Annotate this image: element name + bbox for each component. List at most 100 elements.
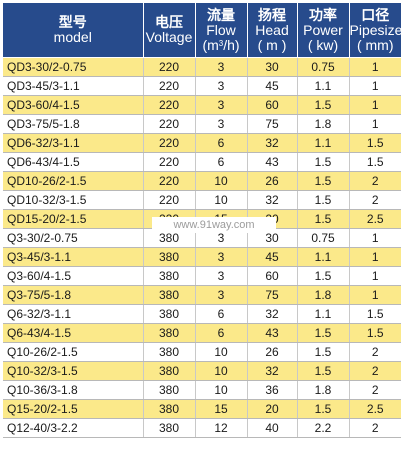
cell-model: Q12-40/3-2.2 [3, 418, 144, 438]
table-row: QD3-30/2-0.75 220 3 30 0.75 1 [3, 57, 401, 77]
cell-flow: 3 [195, 285, 248, 305]
header-voltage-zh: 电压 [155, 14, 183, 30]
cell-pipesize: 1 [349, 114, 401, 134]
header-flow-zh: 流量 [207, 6, 235, 23]
cell-flow: 6 [195, 152, 248, 172]
cell-head: 43 [247, 323, 298, 343]
cell-pipesize: 1 [349, 247, 401, 267]
table-header: 型号 model 电压 Voltage 流量 Flow (m3/h) 扬程 He… [3, 3, 403, 58]
table-row: Q3-30/2-0.75 380 3 30 0.75 1 [3, 228, 401, 248]
cell-flow: 10 [195, 380, 248, 400]
header-flow-unit: (m3/h) [196, 36, 247, 53]
cell-model: Q6-32/3-1.1 [3, 304, 144, 324]
header-pipesize-en: Pipesize [349, 21, 403, 38]
cell-flow: 6 [195, 133, 248, 153]
header-model-zh: 型号 [58, 14, 87, 30]
table-row: QD3-75/5-1.8 220 3 75 1.8 1 [3, 114, 401, 134]
header-power-en: Power [303, 21, 343, 38]
header-flow-unit-post: /h) [223, 36, 240, 53]
header-voltage: 电压 Voltage [142, 3, 196, 58]
cell-pipesize: 2 [349, 418, 401, 438]
header-head-zh: 扬程 [258, 6, 286, 23]
table-row: QD10-32/3-1.5 220 10 32 1.5 2 [3, 190, 401, 210]
cell-power: 2.2 [297, 418, 350, 438]
table-row: Q10-32/3-1.5 380 10 32 1.5 2 [3, 361, 401, 381]
cell-model: QD10-26/2-1.5 [3, 171, 144, 191]
cell-head: 32 [247, 133, 298, 153]
cell-voltage: 380 [143, 361, 196, 381]
cell-head: 36 [247, 380, 298, 400]
cell-model: Q10-32/3-1.5 [3, 361, 144, 381]
watermark: www.91way.com [152, 217, 276, 233]
cell-head: 30 [247, 228, 298, 248]
cell-power: 1.8 [297, 285, 350, 305]
cell-head: 20 [247, 399, 298, 419]
cell-head: 26 [247, 171, 298, 191]
cell-pipesize: 1.5 [349, 304, 401, 324]
header-voltage-en: Voltage [145, 29, 193, 45]
header-power-unit: ( kw) [307, 36, 339, 53]
cell-head: 32 [247, 304, 298, 324]
cell-power: 1.5 [297, 209, 350, 229]
cell-head: 75 [247, 285, 298, 305]
cell-pipesize: 2 [349, 190, 401, 210]
header-model: 型号 model [3, 3, 144, 58]
cell-voltage: 380 [143, 323, 196, 343]
cell-flow: 3 [195, 247, 248, 267]
table-row: Q10-36/3-1.8 380 10 36 1.8 2 [3, 380, 401, 400]
cell-model: QD6-32/3-1.1 [3, 133, 144, 153]
cell-head: 40 [247, 418, 298, 438]
cell-model: Q15-20/2-1.5 [3, 399, 144, 419]
cell-head: 30 [247, 57, 298, 77]
header-head-unit: ( m ) [257, 36, 287, 53]
header-model-en: model [53, 29, 92, 45]
cell-voltage: 380 [143, 418, 196, 438]
cell-head: 60 [247, 266, 298, 286]
table-row: QD3-45/3-1.1 220 3 45 1.1 1 [3, 76, 401, 96]
cell-model: QD15-20/2-1.5 [3, 209, 144, 229]
cell-power: 1.5 [297, 323, 350, 343]
cell-model: QD3-75/5-1.8 [3, 114, 144, 134]
cell-power: 1.5 [297, 266, 350, 286]
cell-pipesize: 1 [349, 95, 401, 115]
table-row: QD10-26/2-1.5 220 10 26 1.5 2 [3, 171, 401, 191]
cell-voltage: 220 [143, 95, 196, 115]
cell-head: 26 [247, 342, 298, 362]
cell-flow: 3 [195, 114, 248, 134]
cell-voltage: 380 [143, 285, 196, 305]
cell-power: 1.1 [297, 76, 350, 96]
cell-power: 1.5 [297, 361, 350, 381]
cell-flow: 3 [195, 228, 248, 248]
cell-pipesize: 2.5 [349, 399, 401, 419]
cell-voltage: 380 [143, 304, 196, 324]
cell-flow: 3 [195, 57, 248, 77]
cell-power: 1.1 [297, 304, 350, 324]
cell-flow: 10 [195, 361, 248, 381]
cell-pipesize: 1.5 [349, 133, 401, 153]
cell-voltage: 220 [143, 190, 196, 210]
cell-head: 43 [247, 152, 298, 172]
cell-voltage: 220 [143, 76, 196, 96]
table-row: QD6-43/4-1.5 220 6 43 1.5 1.5 [3, 152, 401, 172]
cell-model: QD3-45/3-1.1 [3, 76, 144, 96]
cell-power: 1.5 [297, 95, 350, 115]
cell-model: QD10-32/3-1.5 [3, 190, 144, 210]
header-flow-en: Flow [206, 21, 236, 38]
table-row: Q6-43/4-1.5 380 6 43 1.5 1.5 [3, 323, 401, 343]
cell-model: Q10-36/3-1.8 [3, 380, 144, 400]
cell-model: Q10-26/2-1.5 [3, 342, 144, 362]
cell-flow: 10 [195, 171, 248, 191]
cell-power: 1.5 [297, 342, 350, 362]
header-row: 型号 model 电压 Voltage 流量 Flow (m3/h) 扬程 He… [3, 3, 403, 58]
cell-model: QD3-60/4-1.5 [3, 95, 144, 115]
cell-pipesize: 1 [349, 266, 401, 286]
cell-pipesize: 1 [349, 228, 401, 248]
cell-voltage: 220 [143, 152, 196, 172]
header-flow-unit-sup: 3 [218, 38, 224, 48]
cell-voltage: 380 [143, 228, 196, 248]
table-row: QD6-32/3-1.1 220 6 32 1.1 1.5 [3, 133, 401, 153]
cell-pipesize: 1 [349, 76, 401, 96]
table-row: Q6-32/3-1.1 380 6 32 1.1 1.5 [3, 304, 401, 324]
cell-voltage: 220 [143, 114, 196, 134]
cell-power: 1.1 [297, 133, 350, 153]
